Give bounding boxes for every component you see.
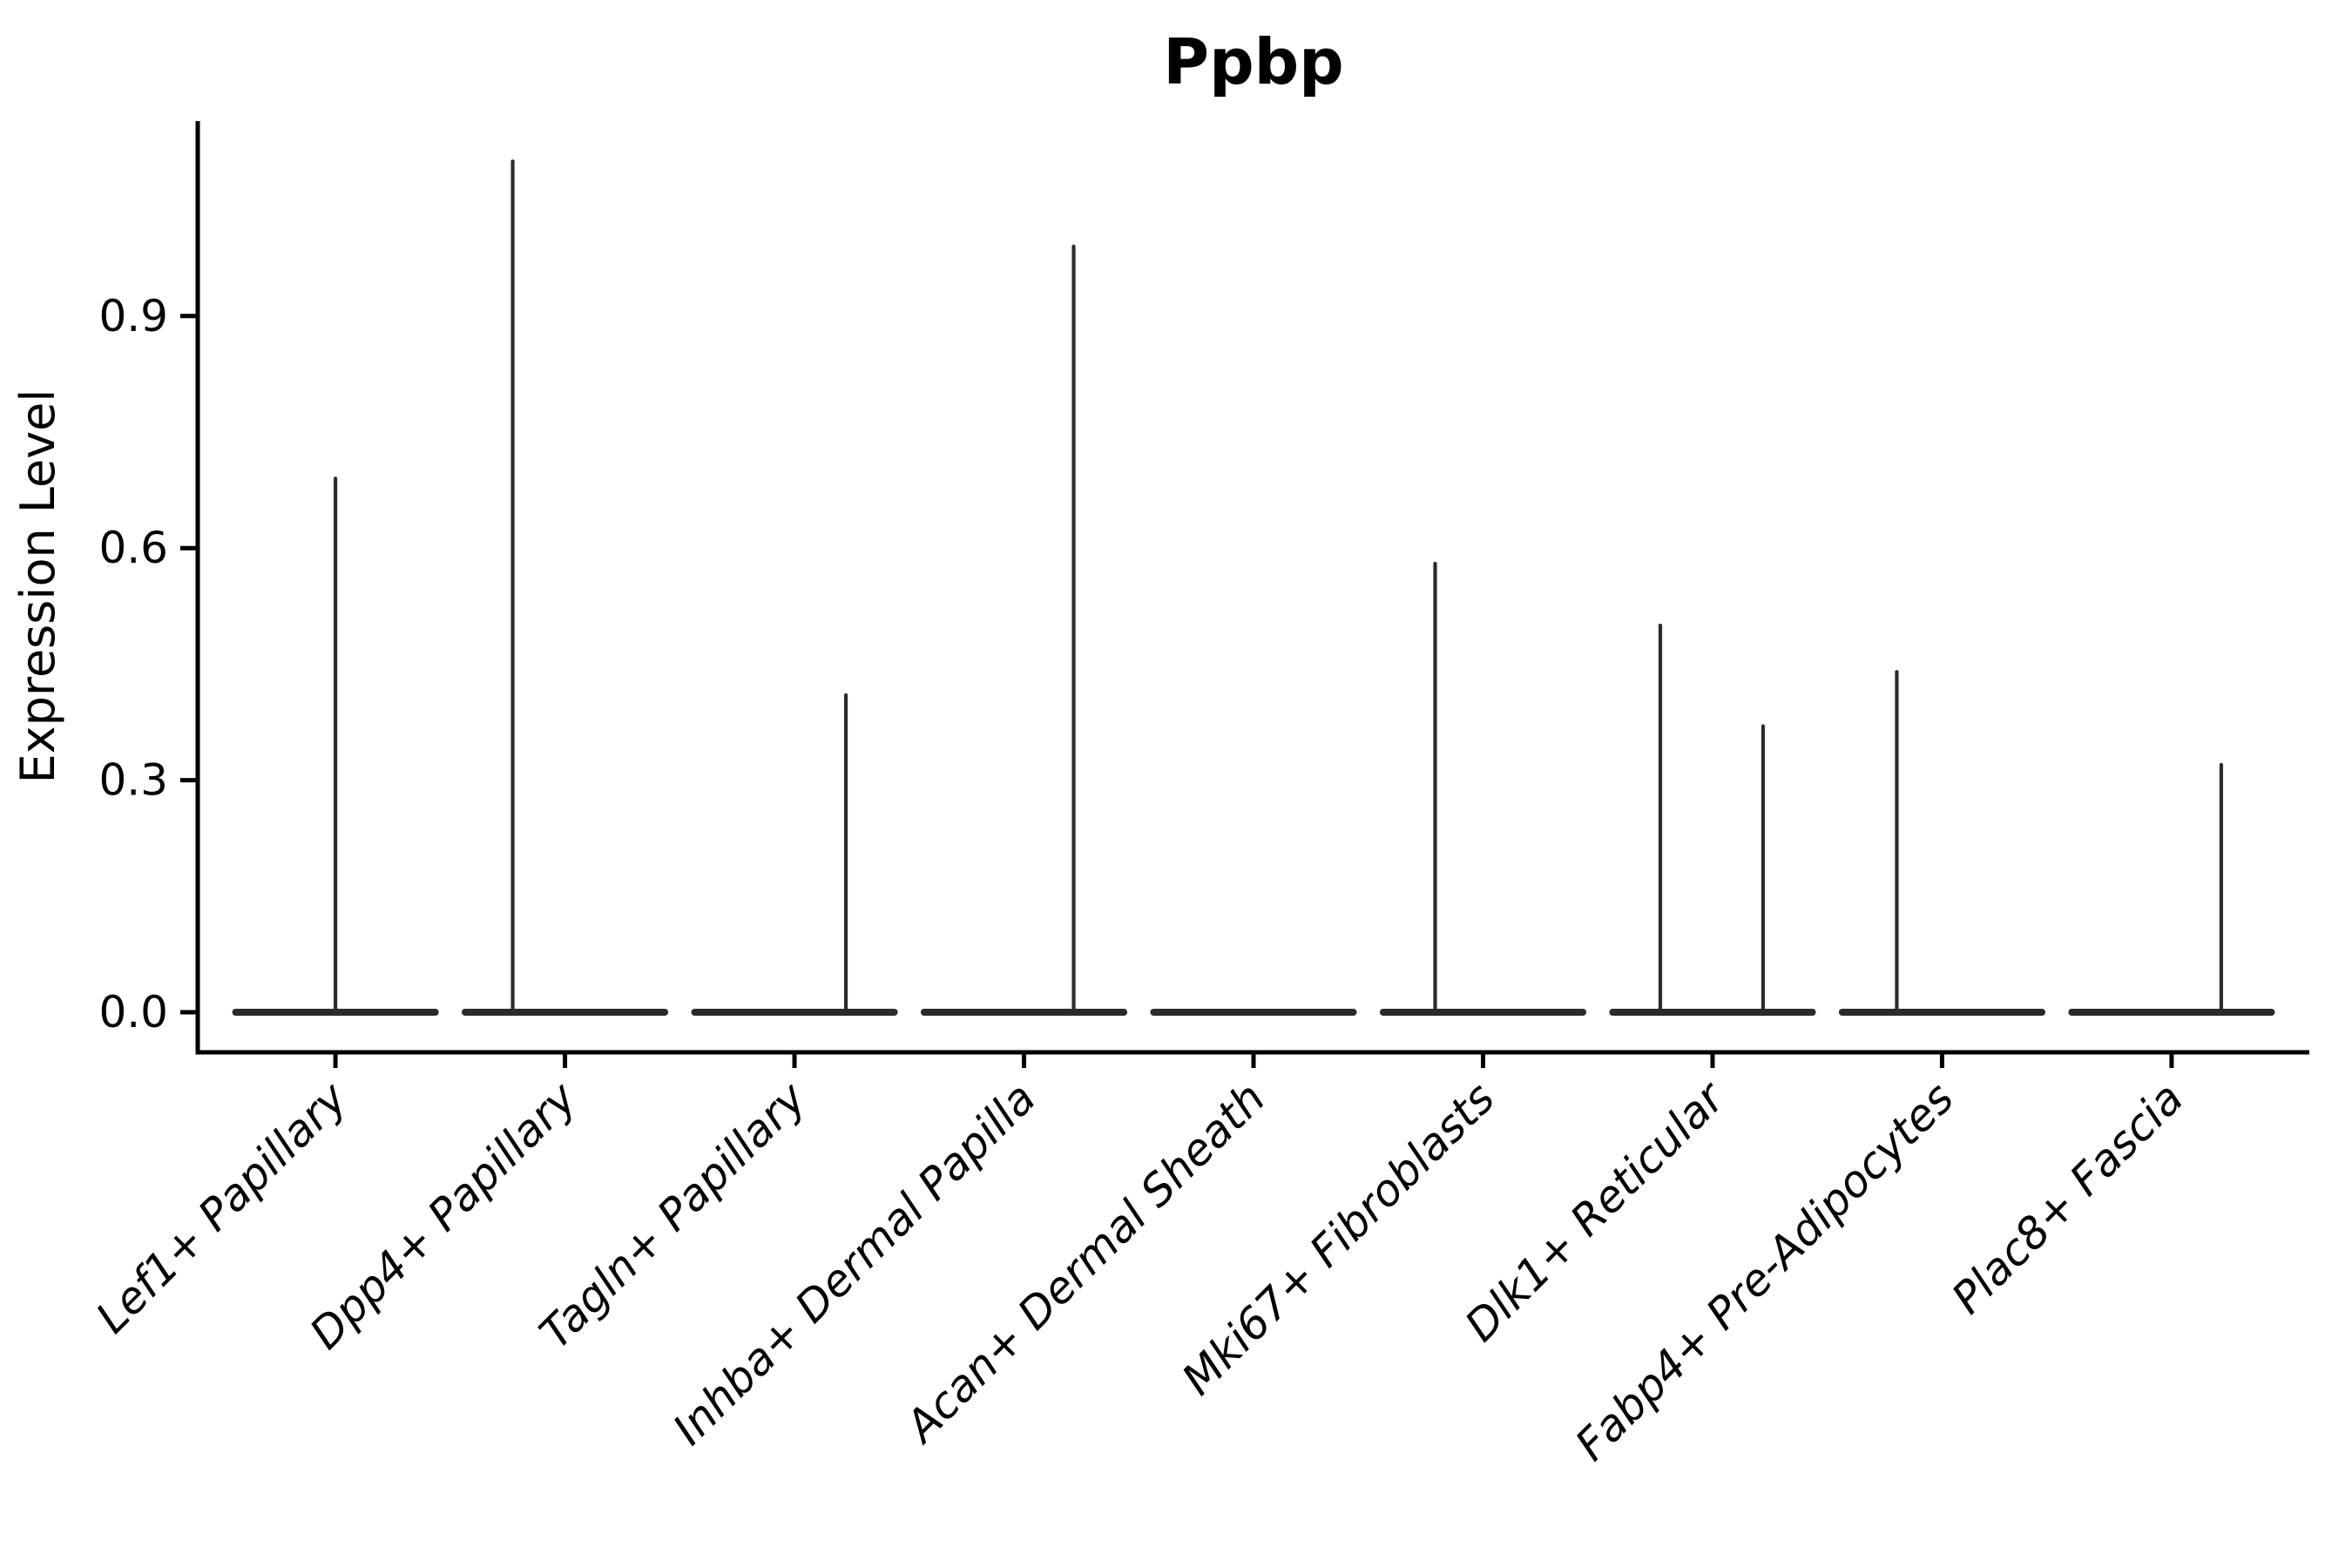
x-tick-label: Inhba+ Dermal Papilla [664,1072,1045,1454]
x-tick-label: Fabp4+ Pre-Adipocytes [1565,1072,1963,1470]
x-tick-label: Lef1+ Papillary [86,1071,357,1342]
violin-body [2068,1009,2275,1016]
violin-body [1838,1009,2045,1016]
y-axis-label: Expression Level [10,389,65,784]
violin-body [920,1009,1128,1016]
violin-body [691,1009,898,1016]
violin-body [1609,1009,1816,1016]
y-tick-label: 0.6 [98,523,168,573]
x-tick-label: Plac8+ Fascia [1942,1072,2193,1323]
y-tick-label: 0.0 [98,987,168,1037]
violin-body [462,1009,669,1016]
y-tick-label: 0.9 [98,291,168,341]
chart-title: Ppbp [1163,25,1343,98]
violin-body [1150,1009,1357,1016]
y-tick-label: 0.3 [98,755,168,806]
violin-body [1379,1009,1587,1016]
